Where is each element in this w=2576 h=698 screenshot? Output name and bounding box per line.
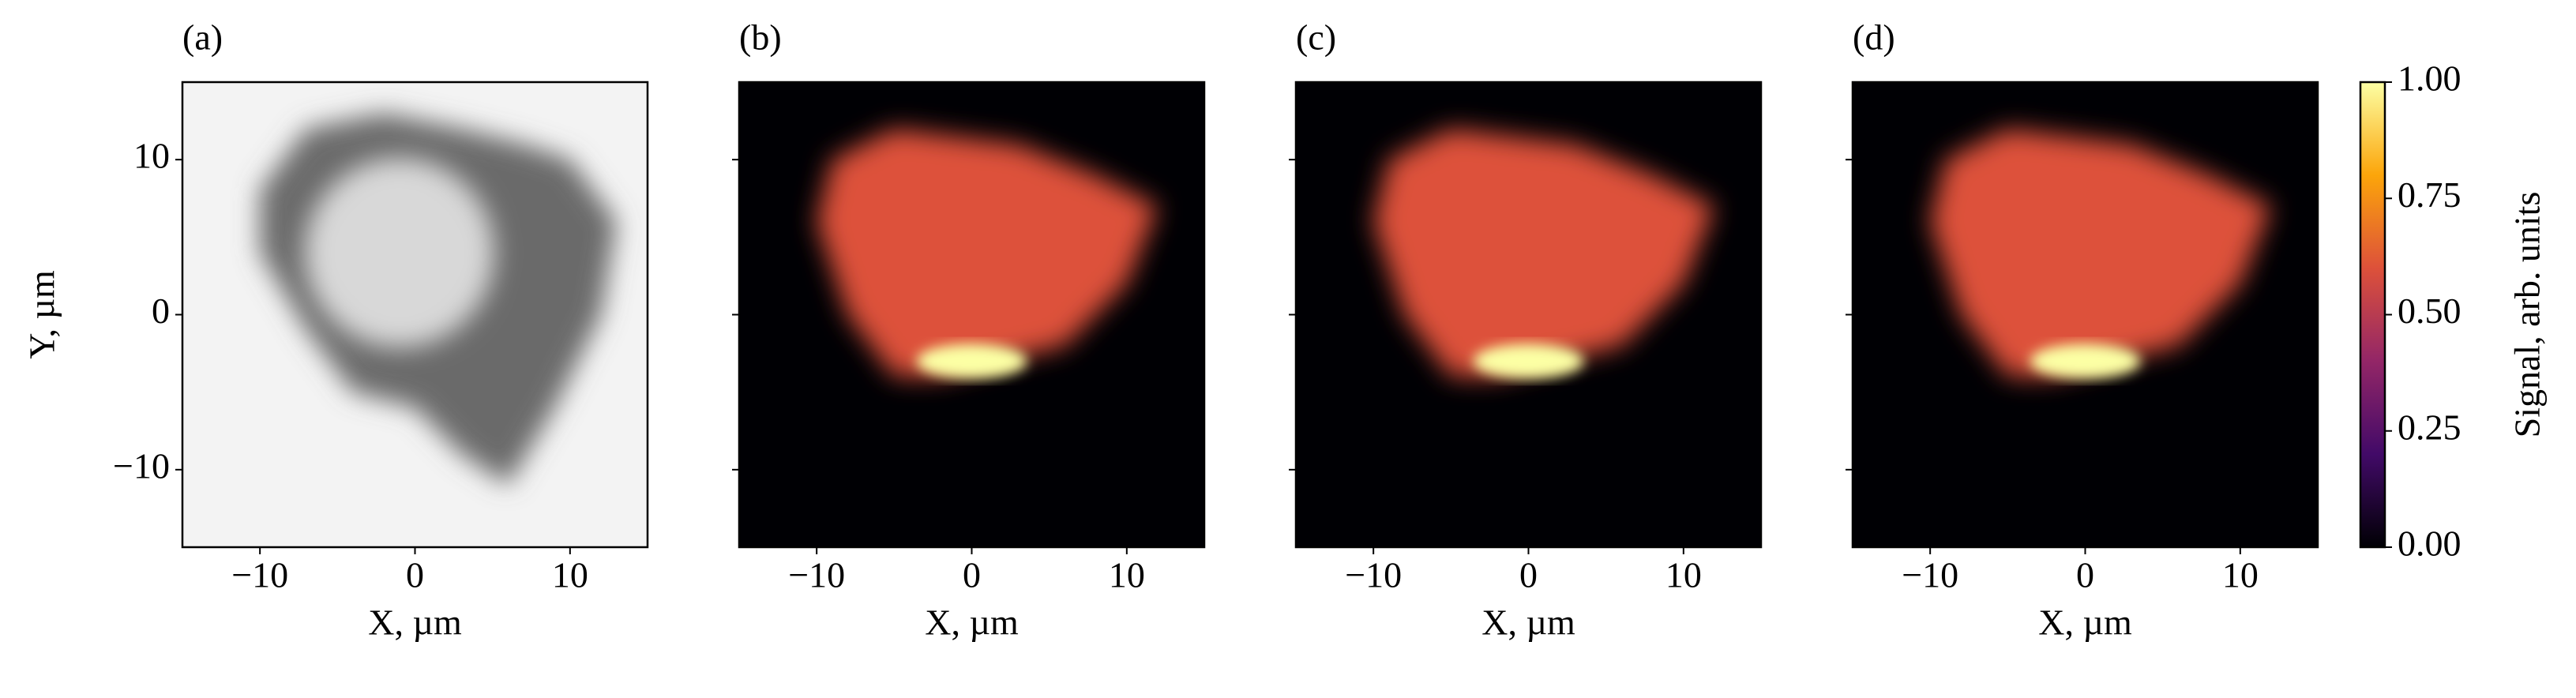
y-tick-label: −10 [113, 445, 170, 486]
x-tick-label: 10 [2222, 555, 2259, 595]
x-tick-label: −10 [788, 555, 845, 595]
sample-region [1930, 128, 2272, 377]
sample-inner [304, 157, 494, 347]
x-tick-label: −10 [1902, 555, 1958, 595]
x-tick-label: 0 [2076, 555, 2094, 595]
colorbar-tick-label: 1.00 [2398, 58, 2461, 99]
panel: (b) −10 0 10 X, µm [732, 17, 1206, 643]
x-tick-label: 10 [1665, 555, 1702, 595]
x-tick-label: 0 [406, 555, 424, 595]
panel: (a) −10 0 10 −10 0 10 X, µm Y, µm [22, 17, 649, 643]
x-tick-label: −10 [1345, 555, 1402, 595]
y-axis-label: Y, µm [22, 270, 62, 359]
colorbar-tick-label: 0.50 [2398, 291, 2461, 331]
sample-bright [2030, 343, 2141, 379]
panel-label: (a) [182, 17, 223, 58]
colorbar-tick-label: 0.00 [2398, 524, 2461, 564]
heatmap-image [1296, 82, 1761, 547]
x-tick-label: 10 [1109, 555, 1145, 595]
y-tick-label: 10 [133, 136, 170, 176]
colorbar-tick-label: 0.75 [2398, 174, 2461, 215]
panel: (d) −10 0 10 X, µm [1846, 17, 2319, 643]
panel-label: (d) [1853, 17, 1895, 58]
y-tick-label: 0 [152, 291, 170, 331]
heatmap-image [182, 82, 648, 547]
x-tick-label: 0 [963, 555, 981, 595]
colorbar: 0.00 0.25 0.50 0.75 1.00 Signal, arb. units [2359, 58, 2548, 564]
colorbar-tick-label: 0.25 [2398, 407, 2461, 447]
colorbar-fill [2360, 82, 2385, 547]
x-tick-label: 0 [1519, 555, 1538, 595]
x-tick-label: −10 [231, 555, 288, 595]
colorbar-label: Signal, arb. units [2507, 192, 2548, 438]
heatmap-image [739, 82, 1204, 547]
panel-label: (c) [1296, 17, 1336, 58]
x-axis-label: X, µm [925, 602, 1019, 643]
x-axis-label: X, µm [1481, 602, 1575, 643]
sample-region [817, 128, 1158, 377]
x-axis-label: X, µm [368, 602, 462, 643]
sample-bright [1473, 343, 1584, 379]
x-axis-label: X, µm [2038, 602, 2132, 643]
panel-label: (b) [739, 17, 782, 58]
sample-region [1373, 128, 1715, 377]
sample-bright [916, 343, 1027, 379]
panel: (c) −10 0 10 X, µm [1289, 17, 1763, 643]
heatmap-image [1853, 82, 2318, 547]
x-tick-label: 10 [552, 555, 588, 595]
